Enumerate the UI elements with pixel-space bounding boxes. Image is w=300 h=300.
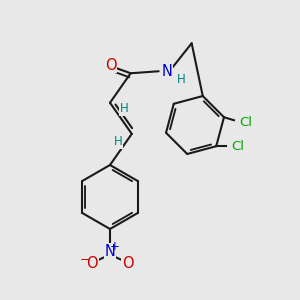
Text: H: H (120, 102, 128, 115)
Text: O: O (105, 58, 116, 73)
Text: N: N (161, 64, 172, 79)
Text: −: − (80, 254, 90, 266)
Text: O: O (122, 256, 134, 272)
Text: H: H (113, 135, 122, 148)
Text: H: H (177, 73, 186, 86)
Text: O: O (86, 256, 98, 272)
Text: Cl: Cl (239, 116, 253, 129)
Text: +: + (110, 239, 120, 253)
Text: N: N (105, 244, 116, 259)
Text: Cl: Cl (232, 140, 245, 153)
